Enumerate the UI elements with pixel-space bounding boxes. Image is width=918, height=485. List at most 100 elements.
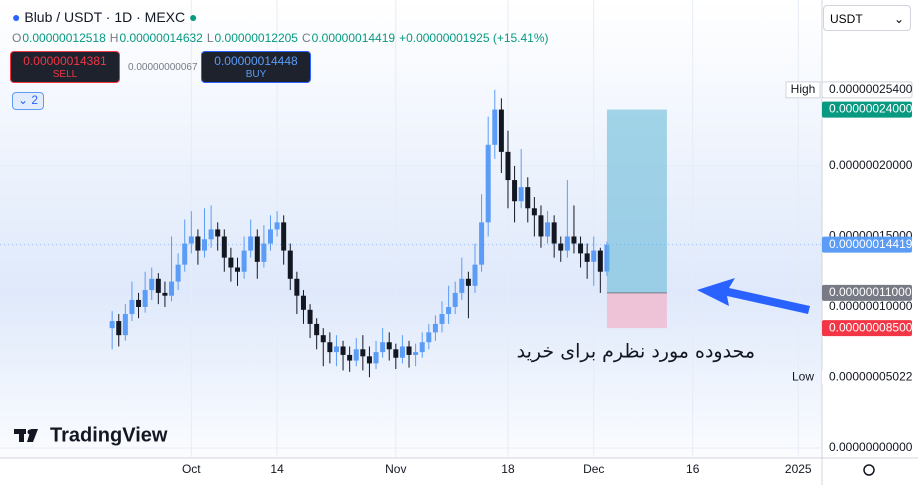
ohlc-key: O (12, 31, 22, 45)
currency: USDT (830, 12, 863, 26)
price-tag: High (791, 82, 816, 96)
candle-body (393, 349, 399, 358)
x-tick-label: Nov (385, 462, 406, 476)
position-target-zone (606, 109, 667, 293)
currency-select[interactable]: USDT ⌄ (823, 5, 911, 31)
candle-body (564, 236, 570, 251)
candle-body (512, 180, 518, 202)
candle-body (360, 349, 366, 357)
price-label-box (822, 369, 912, 386)
candle-body (162, 292, 168, 296)
indicators-toggle[interactable]: ⌄ 2 (12, 92, 44, 110)
candle-body (294, 278, 300, 296)
candle-body (525, 187, 531, 209)
candle-body (248, 236, 254, 251)
ohlc-value: 0.00000012518 (22, 31, 106, 45)
candle-body (149, 278, 155, 291)
candle-body (320, 335, 326, 343)
candle-body (386, 342, 392, 350)
candle-body (472, 264, 478, 286)
candle-body (584, 253, 590, 262)
y-tick-label: 0.00000020000 (829, 158, 913, 172)
ohlc-value: 0.00000012205 (214, 31, 298, 45)
candle-body (195, 236, 201, 251)
candle-body (419, 342, 425, 353)
candle-body (208, 229, 214, 240)
candle-body (333, 346, 339, 353)
candle-body (142, 290, 148, 307)
candle-body (538, 215, 544, 237)
indicator-count: 2 (31, 93, 39, 107)
ohlc-key: L (206, 31, 214, 45)
price-label: 0.00000024000 (829, 102, 913, 116)
candle-body (545, 222, 551, 237)
candle-body (439, 314, 445, 324)
candle-body (518, 187, 524, 202)
candle-body (340, 346, 346, 355)
candle-body (228, 257, 234, 268)
candle-body (202, 239, 208, 251)
candle-body (267, 229, 273, 244)
candle-body (399, 346, 405, 358)
candle-body (492, 109, 498, 145)
candle-body (129, 299, 135, 315)
change: +0.00000001925 (+15.41%) (399, 31, 549, 45)
logo-text: TradingView (50, 424, 168, 446)
candle-body (578, 243, 584, 254)
candle-body (175, 264, 181, 282)
sell-label: SELL (52, 69, 78, 80)
annotation-arrow (697, 278, 810, 314)
candle-body (136, 299, 142, 307)
candle-body (254, 236, 260, 262)
candle-body (241, 250, 247, 272)
candle-body (551, 222, 557, 244)
candle-body (505, 151, 511, 181)
candle-body (234, 267, 240, 272)
candle-body (366, 356, 372, 364)
price-label-box (822, 284, 912, 301)
sell-button[interactable]: 0.00000014381 SELL (10, 51, 120, 83)
buy-button[interactable]: 0.00000014448 BUY (201, 51, 311, 83)
candle-body (116, 321, 122, 336)
candle-body (426, 332, 432, 343)
candle-body (300, 295, 306, 310)
price-tag: Low (792, 369, 814, 383)
candle-body (307, 309, 313, 324)
price-label: 0.00000011000 (829, 285, 912, 299)
price-label-box (822, 101, 912, 118)
symbol[interactable]: ● Blub / USDT · 1D · MEXC ● (12, 9, 198, 25)
spread: 0.00000000067 (128, 62, 198, 73)
price-label-box (822, 236, 912, 253)
candle-body (459, 278, 465, 293)
candle-body (446, 306, 452, 315)
buy-label: BUY (245, 69, 267, 80)
position-stop-zone (606, 292, 667, 329)
candle-body (155, 278, 161, 293)
sell-price: 0.00000014381 (23, 54, 107, 68)
price-label-box (821, 81, 913, 99)
ohlc-key: C (301, 31, 311, 45)
ohlc-row: O0.00000012518 H0.00000014632 L0.000000122… (12, 31, 549, 45)
candle-body (406, 346, 412, 355)
candle-body (169, 281, 175, 296)
price-label: 0.00000008500 (829, 320, 913, 334)
candle-body (353, 349, 359, 361)
annotation: محدوده مورد نظرم برای خرید (517, 341, 755, 363)
candle-body (591, 250, 597, 262)
candle-body (498, 109, 504, 152)
price-label-box (822, 320, 912, 337)
symbol-text: Blub / USDT · 1D · MEXC (24, 9, 186, 25)
price-tag-box (785, 81, 821, 99)
candle-body (274, 222, 280, 230)
candle-body (413, 352, 419, 355)
ohlc-key: H (109, 31, 119, 45)
candle-body (597, 250, 603, 272)
price-label: 0.00000005022 (829, 369, 913, 383)
candle-body (122, 314, 128, 336)
candle-body (432, 323, 438, 333)
candle-body (314, 323, 320, 336)
settings-icon[interactable] (863, 464, 875, 476)
ohlc-value: 0.00000014419 (311, 31, 396, 45)
